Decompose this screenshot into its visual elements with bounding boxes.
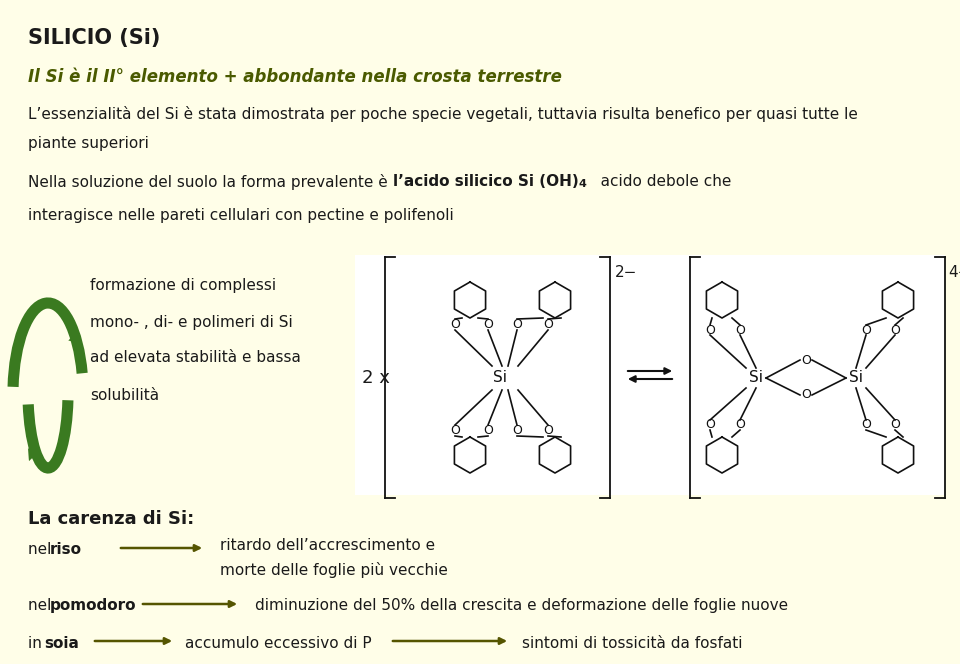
- Text: nel: nel: [28, 542, 57, 557]
- Text: Nella soluzione del suolo la forma prevalente è: Nella soluzione del suolo la forma preva…: [28, 174, 393, 190]
- Text: solubilità: solubilità: [90, 388, 159, 403]
- Text: pomodoro: pomodoro: [50, 598, 136, 613]
- Text: 2−: 2−: [615, 265, 637, 280]
- Text: Si: Si: [749, 371, 763, 386]
- Text: L’essenzialità del Si è stata dimostrata per poche specie vegetali, tuttavia ris: L’essenzialità del Si è stata dimostrata…: [28, 106, 858, 122]
- Text: O: O: [483, 424, 492, 436]
- Text: accumulo eccessivo di P: accumulo eccessivo di P: [185, 636, 372, 651]
- Text: Il Si è il II° elemento + abbondante nella crosta terrestre: Il Si è il II° elemento + abbondante nel…: [28, 68, 562, 86]
- Text: piante superiori: piante superiori: [28, 136, 149, 151]
- Text: O: O: [512, 424, 522, 436]
- Text: in: in: [28, 636, 47, 651]
- Text: acido debole che: acido debole che: [587, 174, 732, 189]
- Text: 2 x: 2 x: [362, 369, 390, 387]
- Text: sintomi di tossicità da fosfati: sintomi di tossicità da fosfati: [522, 636, 742, 651]
- Text: soia: soia: [44, 636, 79, 651]
- Text: formazione di complessi: formazione di complessi: [90, 278, 276, 293]
- Text: O: O: [861, 323, 871, 337]
- Text: ad elevata stabilità e bassa: ad elevata stabilità e bassa: [90, 350, 300, 365]
- Text: diminuzione del 50% della crescita e deformazione delle foglie nuove: diminuzione del 50% della crescita e def…: [255, 598, 788, 613]
- Text: ritardo dell’accrescimento e: ritardo dell’accrescimento e: [220, 538, 435, 553]
- Text: La carenza di Si:: La carenza di Si:: [28, 510, 194, 528]
- Text: O: O: [890, 323, 900, 337]
- Text: O: O: [705, 418, 715, 432]
- Text: O: O: [735, 418, 745, 432]
- Text: nel: nel: [28, 598, 57, 613]
- Text: O: O: [543, 319, 553, 331]
- Text: Si: Si: [849, 371, 863, 386]
- Text: O: O: [512, 319, 522, 331]
- Text: riso: riso: [50, 542, 82, 557]
- Text: mono- , di- e polimeri di Si: mono- , di- e polimeri di Si: [90, 315, 293, 330]
- Text: SILICIO (Si): SILICIO (Si): [28, 28, 160, 48]
- Text: O: O: [705, 323, 715, 337]
- Text: O: O: [483, 319, 492, 331]
- Text: O: O: [890, 418, 900, 432]
- Text: morte delle foglie più vecchie: morte delle foglie più vecchie: [220, 562, 448, 578]
- Text: O: O: [861, 418, 871, 432]
- Text: Si: Si: [493, 371, 507, 386]
- Text: O: O: [450, 319, 460, 331]
- Text: O: O: [801, 388, 811, 402]
- Text: O: O: [735, 323, 745, 337]
- Text: O: O: [801, 353, 811, 367]
- Text: O: O: [543, 424, 553, 436]
- Text: 4: 4: [578, 179, 587, 189]
- Text: O: O: [450, 424, 460, 436]
- Text: interagisce nelle pareti cellulari con pectine e polifenoli: interagisce nelle pareti cellulari con p…: [28, 208, 454, 223]
- Text: 4−: 4−: [948, 265, 960, 280]
- Bar: [355, 255, 945, 495]
- Text: l’acido silicico Si (OH): l’acido silicico Si (OH): [393, 174, 578, 189]
